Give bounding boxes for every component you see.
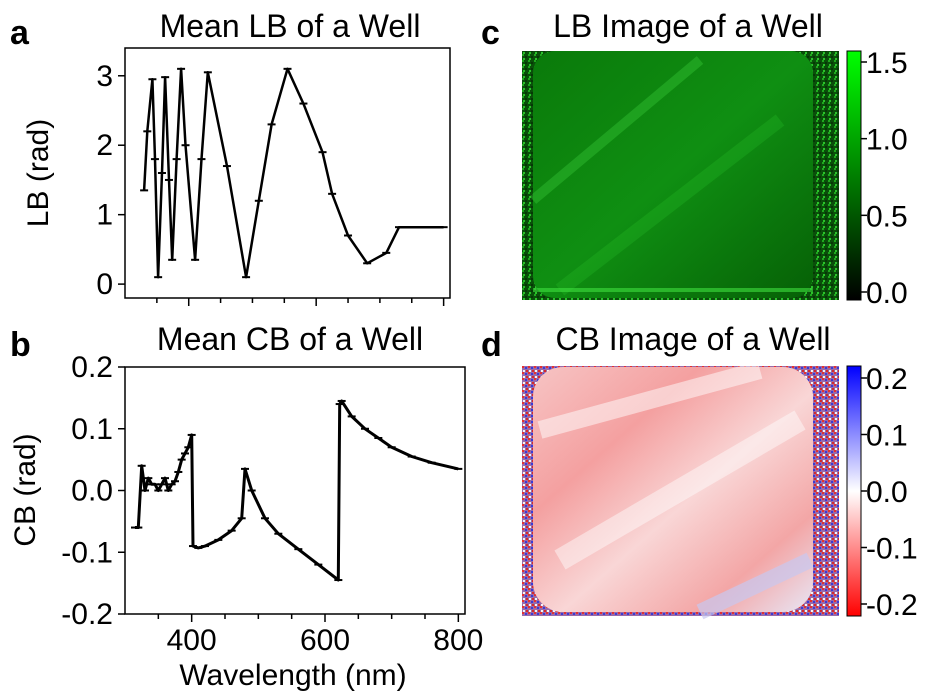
panel-a-y-ticks: 0 1 2 3 [96,60,125,301]
panel-b-ytick-label: -0.2 [61,598,113,631]
panel-d-colorbar-tick-label: -0.1 [866,533,918,566]
panel-d-colorbar-ticks: 0.2 0.1 0.0 -0.1 -0.2 [861,363,918,622]
panel-d-image [522,361,839,620]
panel-a-title: Mean LB of a Well [160,8,421,44]
panel-b-markers [131,399,463,582]
panel-b-y-ticks: -0.2 -0.1 0.0 0.1 0.2 [61,351,125,631]
panel-d-title: CB Image of a Well [555,321,830,357]
panel-letter-d: d [481,326,502,364]
panel-b: Mean CB of a Well -0.2 -0.1 0.0 0.1 0.2 400 6… [9,321,483,692]
panel-c-colorbar-tick-label: 0.0 [866,277,908,310]
panel-d-colorbar-tick-label: 0.2 [866,363,908,396]
panel-d-colorbar-tick-label: 0.0 [866,476,908,509]
panel-c-colorbar-ticks: 1.5 1.0 0.5 0.0 [861,47,908,310]
panel-b-ytick-label: -0.1 [61,536,113,569]
panel-c-colorbar-tick-label: 0.5 [866,200,908,233]
panel-d-streak-1 [537,361,763,439]
panel-b-x-ticks: 400 600 800 [157,614,483,657]
panel-a-ytick-label: 1 [96,199,113,232]
panel-b-title: Mean CB of a Well [157,321,423,357]
panel-b-ylabel: CB (rad) [9,433,42,546]
panel-letter-c: c [481,14,500,52]
panel-c-colorbar-tick-label: 1.5 [866,47,908,80]
panel-c-colorbar-tick-label: 1.0 [866,124,908,157]
panel-c-streak-1 [529,56,704,204]
panel-c-title: LB Image of a Well [553,8,823,44]
panel-a-x-ticks [156,298,445,306]
panel-b-xtick-label: 800 [433,624,483,657]
panel-c-streak-2 [555,114,785,296]
panel-letter-b: b [10,326,31,364]
panel-a-ytick-label: 2 [96,129,113,162]
panel-b-ytick-label: 0.0 [71,475,113,508]
panel-d: CB Image of a Well 0.2 0.1 0.0 -0.1 -0.2 [522,321,918,622]
panel-d-colorbar [846,365,862,617]
panel-c-image [522,51,839,300]
panel-b-series-line [135,399,459,582]
panel-c-well [533,51,813,298]
panel-letter-a: a [10,14,30,52]
panel-b-xtick-label: 600 [300,624,350,657]
panel-a-series-line [142,67,444,279]
panel-d-well [533,367,813,612]
panel-d-streak-2 [554,410,806,570]
panel-b-ytick-label: 0.2 [71,351,113,384]
panel-b-xlabel: Wavelength (nm) [179,659,406,692]
panel-b-xtick-label: 400 [167,624,217,657]
panel-a-ytick-label: 3 [96,60,113,93]
panel-a-markers [140,67,448,279]
panel-a: Mean LB of a Well 0 1 2 3 LB (rad) [22,8,451,306]
panel-a-ytick-label: 0 [96,268,113,301]
panel-d-streak-3 [696,552,814,620]
panel-b-frame [124,366,466,615]
panel-a-ylabel: LB (rad) [22,119,55,227]
panel-a-frame [124,47,451,299]
panel-b-ytick-label: 0.1 [71,413,113,446]
panel-d-colorbar-tick-label: -0.2 [866,589,918,622]
panel-c-colorbar [846,50,862,301]
panel-c: LB Image of a Well 1.5 1.0 0.5 0.0 [522,8,908,310]
panel-d-colorbar-tick-label: 0.1 [866,420,908,453]
